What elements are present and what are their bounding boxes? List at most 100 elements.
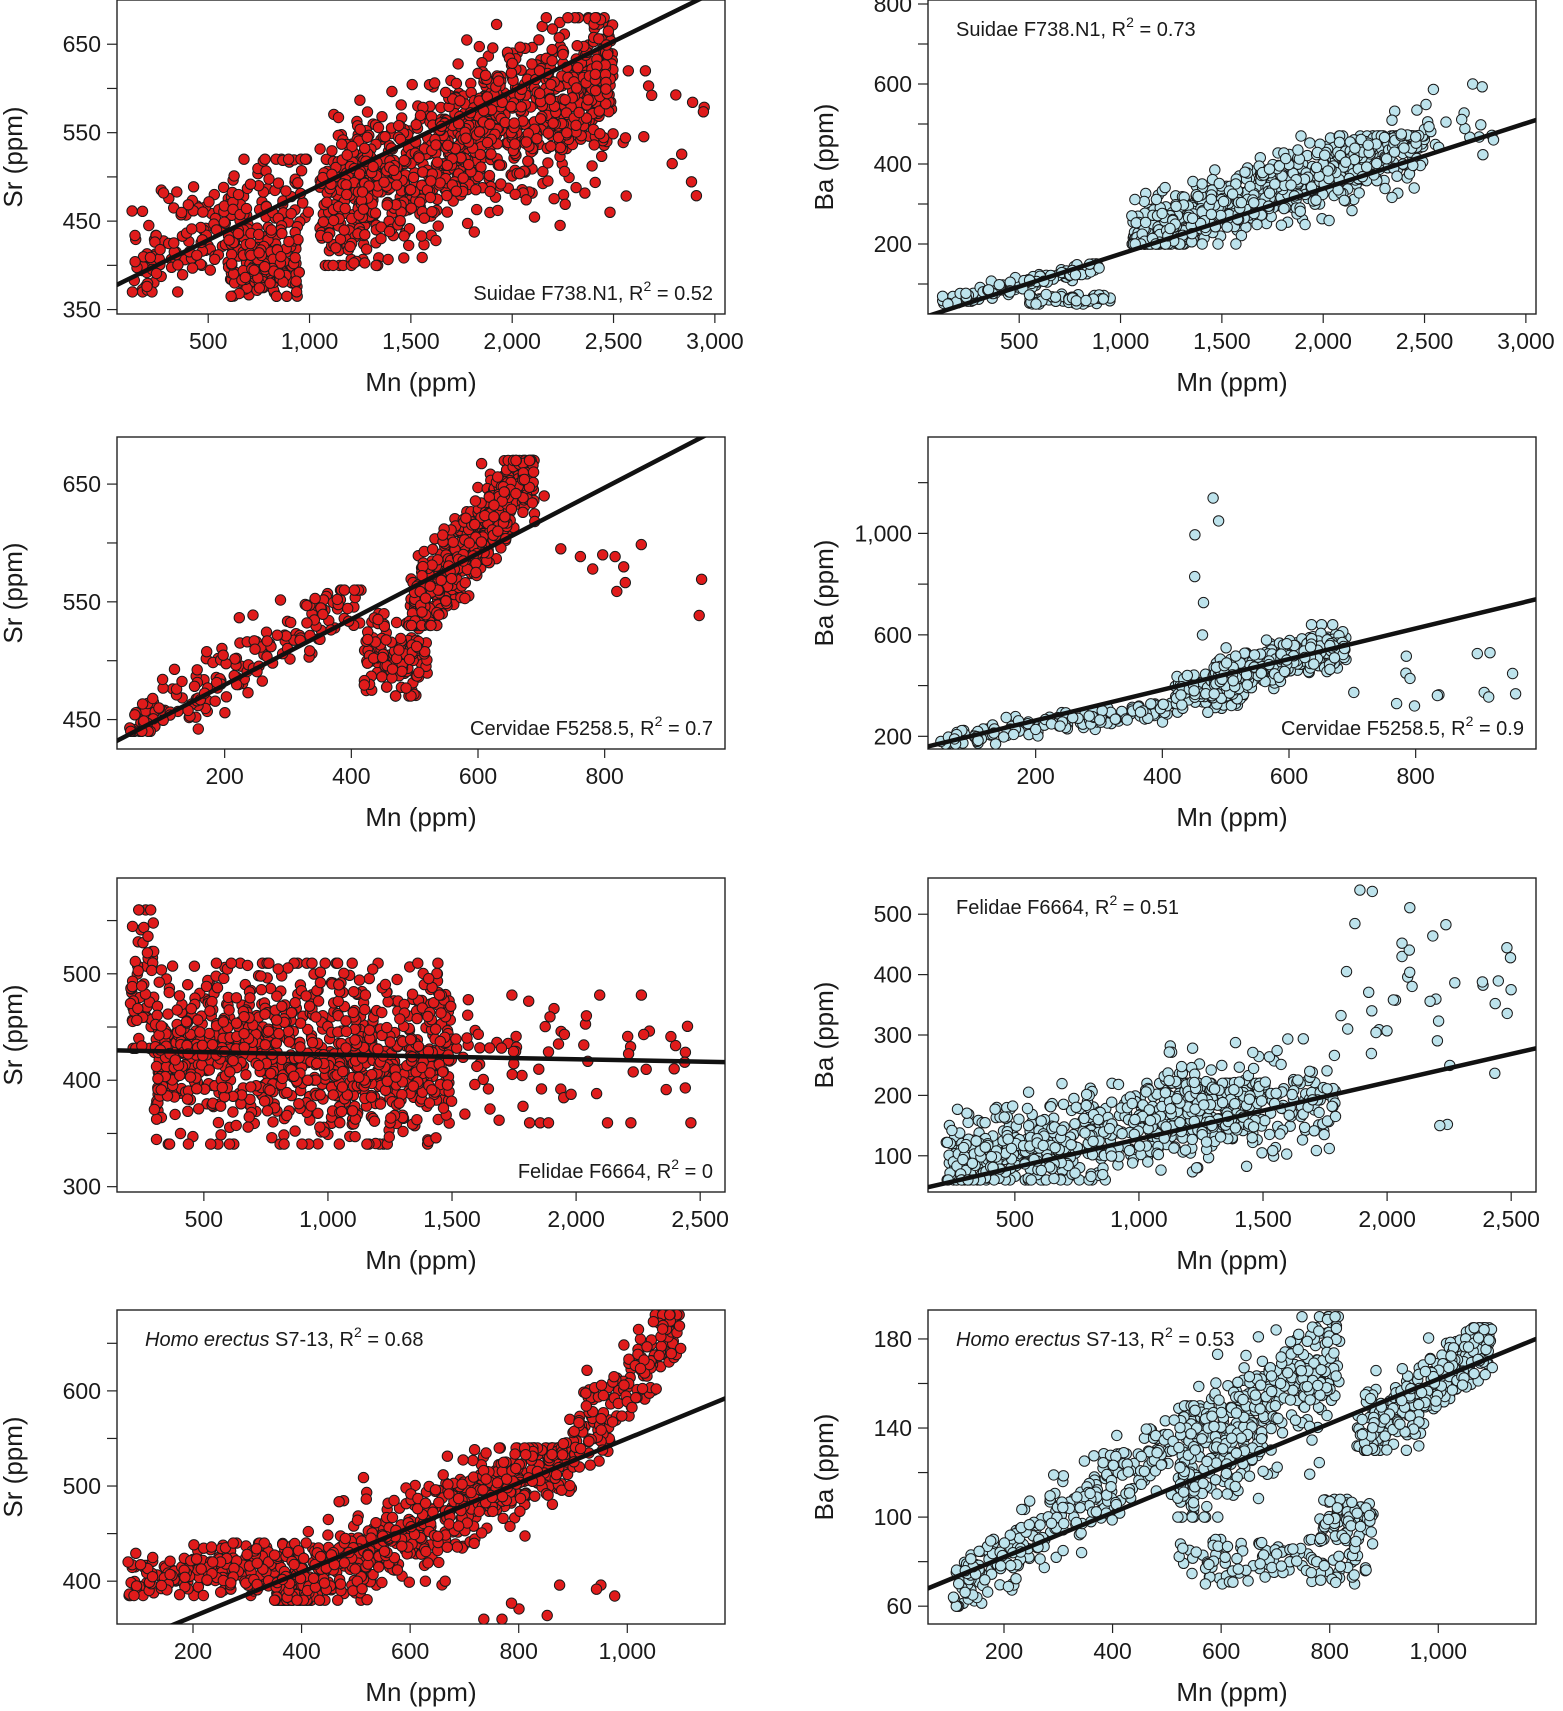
data-point <box>1410 131 1422 143</box>
data-point <box>1097 293 1110 305</box>
data-point <box>546 23 559 35</box>
data-point <box>555 543 567 555</box>
data-point <box>1280 152 1292 165</box>
data-point <box>426 206 438 218</box>
plot-frame <box>927 436 1537 750</box>
data-point <box>1188 685 1200 697</box>
data-point <box>579 187 591 199</box>
data-point <box>267 1116 279 1128</box>
data-point <box>1404 672 1416 685</box>
data-point <box>469 518 481 531</box>
data-point <box>523 454 536 467</box>
data-point <box>327 259 339 272</box>
taxon-name: Cervidae <box>470 718 550 740</box>
data-point <box>1213 177 1226 190</box>
data-point <box>372 121 385 134</box>
data-point <box>475 161 487 173</box>
data-point <box>508 117 520 129</box>
data-point <box>346 957 358 969</box>
data-point <box>461 217 474 230</box>
data-point <box>593 105 605 117</box>
data-point <box>218 216 231 228</box>
data-point <box>382 253 394 266</box>
y-tick-label: 600 <box>874 71 912 97</box>
data-point <box>484 185 496 198</box>
data-point <box>573 106 585 119</box>
data-point <box>1164 222 1176 235</box>
data-point <box>690 190 703 202</box>
data-point <box>186 262 199 274</box>
data-point <box>1411 104 1423 116</box>
data-point <box>219 707 231 719</box>
y-tick-label: 350 <box>63 297 101 323</box>
data-point <box>126 920 139 933</box>
data-point <box>1285 179 1297 191</box>
data-point <box>430 139 442 151</box>
data-point <box>1305 619 1318 631</box>
data-point <box>1371 157 1383 170</box>
data-point <box>542 157 554 169</box>
data-point <box>505 503 518 515</box>
data-point <box>475 457 488 470</box>
data-point <box>474 148 486 161</box>
data-point <box>410 640 423 653</box>
data-point <box>1197 596 1210 609</box>
data-point <box>342 602 354 615</box>
r2-annotation: Cervidae F5258.5, R2 = 0.7 <box>470 713 713 740</box>
data-point <box>1263 163 1276 175</box>
data-point <box>1217 195 1230 208</box>
data-point <box>459 577 471 589</box>
data-point <box>1324 663 1336 675</box>
data-point <box>1227 675 1239 687</box>
data-point <box>341 188 353 201</box>
data-point <box>304 645 316 657</box>
data-point <box>332 995 344 1007</box>
data-point <box>359 142 371 155</box>
data-point <box>570 181 582 194</box>
data-point <box>1170 200 1182 213</box>
data-point <box>339 202 351 215</box>
data-point <box>545 140 557 153</box>
data-point <box>546 55 558 67</box>
data-point <box>172 259 184 271</box>
data-point <box>239 271 252 284</box>
data-point <box>360 243 373 255</box>
data-point <box>326 145 338 157</box>
data-points <box>126 12 710 302</box>
data-point <box>170 683 183 695</box>
data-point <box>1230 238 1242 250</box>
data-point <box>283 1036 295 1048</box>
data-point <box>299 153 312 165</box>
data-point <box>1212 515 1225 527</box>
data-point <box>1176 699 1188 711</box>
x-axis-label: Mn (ppm) <box>1176 367 1287 397</box>
data-point <box>537 165 549 178</box>
x-tick-label: 2,500 <box>1396 328 1454 354</box>
data-point <box>1156 207 1168 220</box>
r2-superscript: 2 <box>1126 14 1134 30</box>
data-point <box>155 964 168 976</box>
data-point <box>470 566 482 579</box>
data-point <box>1386 114 1398 126</box>
data-point <box>518 473 531 486</box>
x-tick-label: 1,500 <box>423 1206 481 1232</box>
plot-frame <box>116 0 726 315</box>
data-points <box>935 492 1522 749</box>
data-point <box>163 1138 176 1150</box>
data-point <box>431 156 444 168</box>
data-point <box>317 608 329 620</box>
data-point <box>697 106 710 118</box>
data-point <box>330 242 342 254</box>
data-point <box>460 512 472 524</box>
data-point <box>639 65 652 77</box>
data-point <box>228 170 240 182</box>
data-point <box>248 264 260 276</box>
data-point <box>272 177 285 189</box>
data-point <box>1431 689 1444 702</box>
data-point <box>463 537 475 549</box>
data-point <box>572 61 584 74</box>
data-point <box>220 691 233 703</box>
data-point <box>527 466 540 478</box>
data-point <box>468 226 480 238</box>
